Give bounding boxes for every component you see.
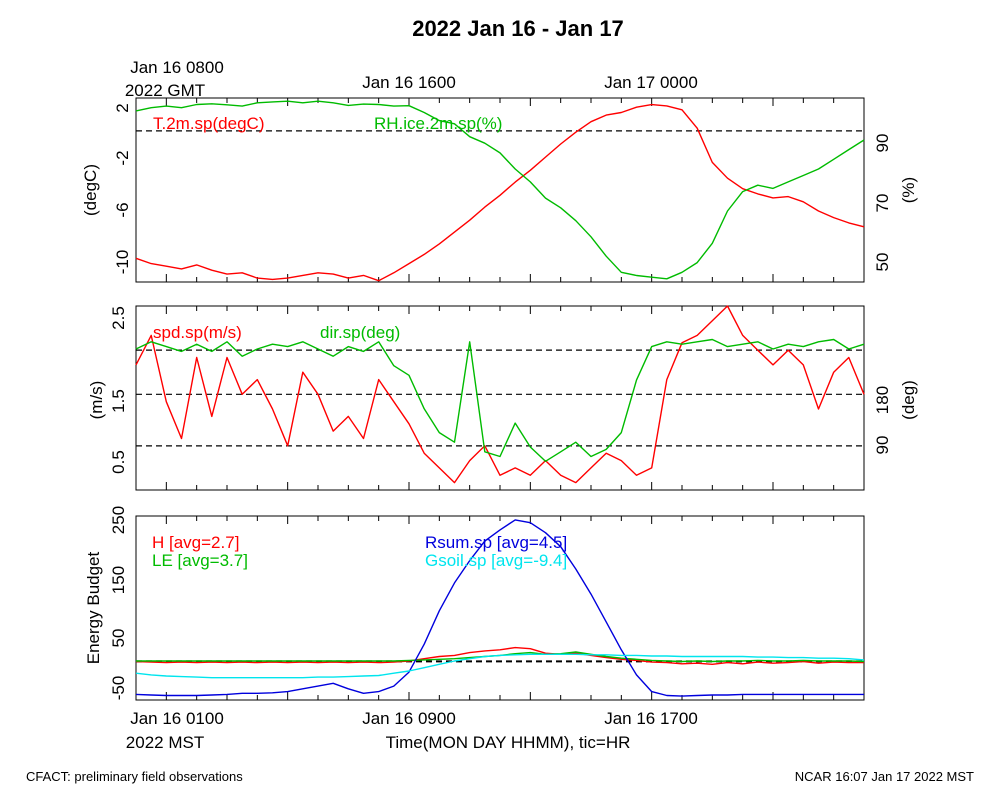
panel-3-ticks [165, 516, 835, 700]
panel-1-ytick-2: -2 [113, 150, 132, 165]
legend-gsoil: Gsoil.sp [avg=-9.4] [425, 551, 567, 570]
gmt-tick-label-3: Jan 17 0000 [604, 73, 698, 92]
panel-1-ylabel-left: (degC) [81, 164, 100, 216]
panel-3-ytick-1: 250 [109, 506, 128, 534]
panel-2-ytick-1: 2.5 [109, 306, 128, 330]
legend-direction: dir.sp(deg) [320, 323, 400, 342]
legend-le: LE [avg=3.7] [152, 551, 248, 570]
temp-rh-panel: 2 -2 -6 -10 (degC) 90 70 50 (%) T.2m.sp(… [81, 97, 918, 283]
mst-tick-label-2: Jan 16 0900 [362, 709, 456, 728]
footer-timestamp: NCAR 16:07 Jan 17 2022 MST [795, 769, 974, 784]
series-line-3-4 [135, 653, 865, 679]
mst-tick-label-3: Jan 16 1700 [604, 709, 698, 728]
panel-3-ylabel-left: Energy Budget [84, 551, 103, 664]
series-line-1-1 [135, 103, 865, 282]
gmt-tick-label-1: Jan 16 0800 [130, 58, 224, 77]
panel-3-ytick-2: 150 [109, 566, 128, 594]
series-line-1-2 [135, 100, 865, 280]
panel-1-ytick-1: 2 [113, 103, 132, 112]
wind-panel: 2.5 1.5 0.5 (m/s) 180 90 (deg) spd.sp(m/… [87, 305, 918, 491]
panel-1-ytick-right-2: 70 [873, 194, 892, 213]
panel-2-reference-lines [136, 349, 864, 447]
legend-rh: RH.ice.2m.sp(%) [374, 114, 502, 133]
series-line-2-1 [135, 305, 865, 484]
panel-2-ytick-right-2: 90 [873, 436, 892, 455]
panel-frame-2 [135, 305, 865, 491]
panel-1-ytick-right-3: 50 [873, 253, 892, 272]
footer-note: CFACT: preliminary field observations [26, 769, 243, 784]
panel-1-ytick-right-1: 90 [873, 134, 892, 153]
panel-3-ytick-4: -50 [109, 676, 128, 701]
panel-2-ticks [165, 306, 835, 490]
chart-title: 2022 Jan 16 - Jan 17 [412, 16, 624, 41]
panel-2-ytick-right-1: 180 [873, 386, 892, 414]
x-axis-label: Time(MON DAY HHMM), tic=HR [386, 733, 631, 752]
gmt-axis-labels: Jan 16 0800 2022 GMT Jan 16 1600 Jan 17 … [125, 58, 698, 100]
series-line-3-3 [135, 519, 864, 697]
panel-1-ytick-4: -10 [113, 250, 132, 275]
panel-2-ylabel-left: (m/s) [87, 381, 106, 420]
panel-1-ylabel-right: (%) [899, 177, 918, 203]
panel-3-ytick-3: 50 [109, 629, 128, 648]
legend-temperature: T.2m.sp(degC) [153, 114, 264, 133]
panel-2-ytick-3: 0.5 [109, 450, 128, 474]
panel-1-series [135, 100, 865, 282]
legend-rsum: Rsum.sp [avg=4.5] [425, 533, 567, 552]
panel-2-ytick-2: 1.5 [109, 389, 128, 413]
mst-tick-label-1: Jan 16 0100 [130, 709, 224, 728]
panel-1-ticks [165, 98, 835, 282]
gmt-tick-sub-1: 2022 GMT [125, 81, 205, 100]
energy-panel: 250 150 50 -50 Energy Budget H [avg=2.7]… [84, 506, 865, 701]
panel-3-series [135, 519, 865, 697]
series-line-2-2 [135, 338, 865, 462]
series-line-3-1 [135, 646, 864, 665]
mst-tick-sub-1: 2022 MST [126, 733, 204, 752]
panel-1-ytick-3: -6 [113, 202, 132, 217]
mst-axis-labels: Jan 16 0100 2022 MST Jan 16 0900 Jan 16 … [126, 709, 698, 752]
legend-speed: spd.sp(m/s) [153, 323, 242, 342]
gmt-tick-label-2: Jan 16 1600 [362, 73, 456, 92]
legend-h: H [avg=2.7] [152, 533, 239, 552]
panel-2-series [135, 305, 865, 484]
panel-2-ylabel-right: (deg) [899, 380, 918, 420]
